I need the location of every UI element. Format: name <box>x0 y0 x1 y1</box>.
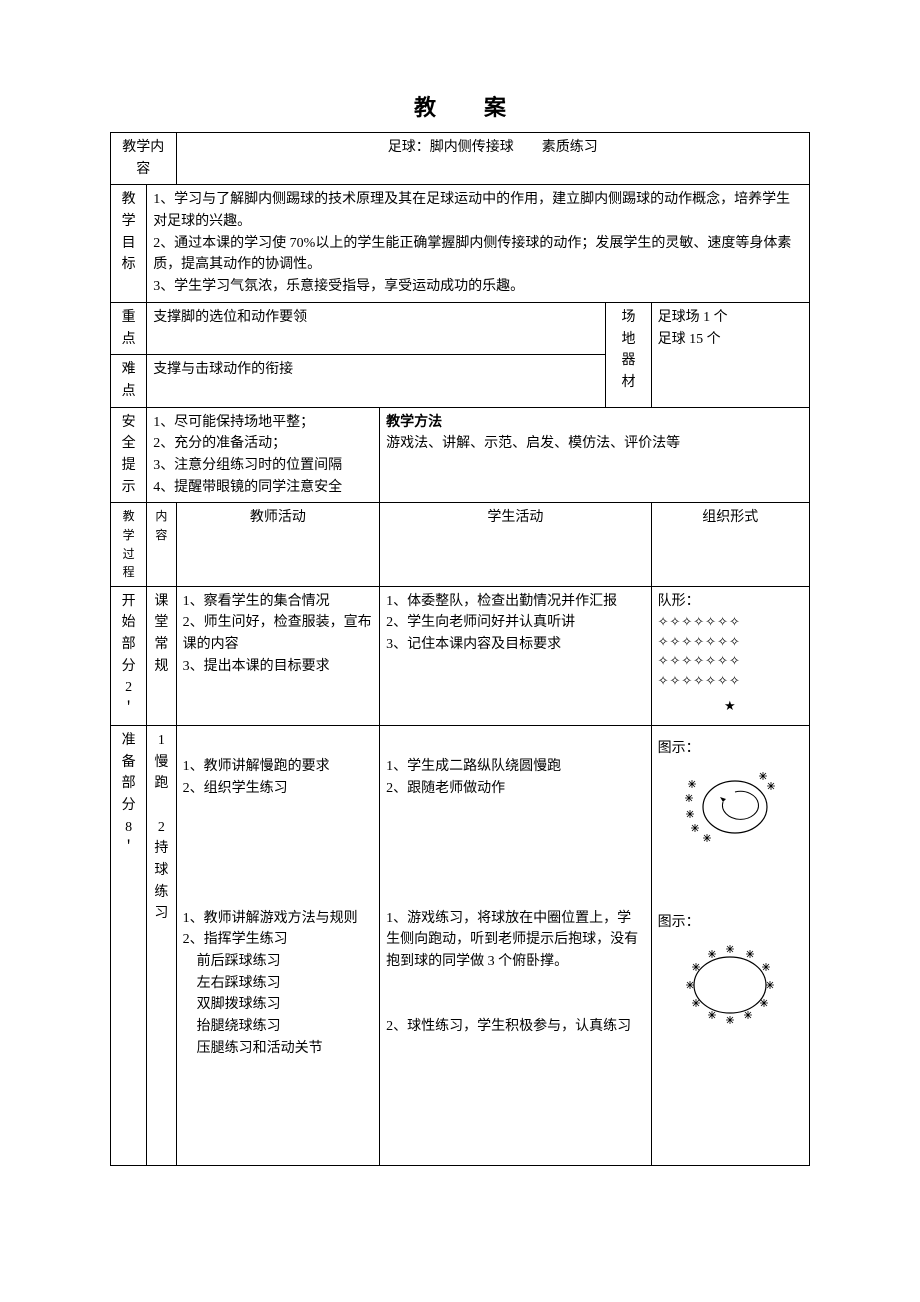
formation-teacher-star: ★ <box>658 696 803 716</box>
proc-h3: 教师活动 <box>176 503 380 586</box>
venue-label: 场地器材 <box>606 302 651 407</box>
page-title: 教案 <box>110 90 810 122</box>
method-text: 游戏法、讲解、示范、启发、模仿法、评价法等 <box>386 433 803 455</box>
phase2-student: 1、学生成二路纵队绕圆慢跑 2、跟随老师做动作 1、游戏练习，将球放在中圈位置上… <box>380 725 651 1165</box>
content-value: 足球：脚内侧传接球 素质练习 <box>176 133 809 185</box>
phase2-diagram-cell: 图示： 图示： <box>651 725 809 1165</box>
proc-h2: 内容 <box>147 503 176 586</box>
phase2-stage: 准备部分8＇ <box>111 725 147 1165</box>
goals-label: 教学目标 <box>111 185 147 302</box>
formation-row: ✧✧✧✧✧✧✧ <box>658 671 803 691</box>
phase2-content: 1慢跑 2持球练习 <box>147 725 176 1165</box>
keypoint-label: 重点 <box>111 302 147 354</box>
phase1-student: 1、体委整队，检查出勤情况并作汇报 2、学生向老师问好并认真听讲 3、记住本课内… <box>380 586 651 725</box>
formation-row: ✧✧✧✧✧✧✧ <box>658 612 803 632</box>
formation-label: 队形： <box>658 591 803 613</box>
diagram-label: 图示： <box>658 912 803 934</box>
lesson-plan-table: 教学内容 足球：脚内侧传接球 素质练习 教学目标 1、学习与了解脚内侧踢球的技术… <box>110 132 810 1166</box>
goals-text: 1、学习与了解脚内侧踢球的技术原理及其在足球运动中的作用，建立脚内侧踢球的动作概… <box>147 185 810 302</box>
venue-text: 足球场 1 个 足球 15 个 <box>651 302 809 407</box>
content-label: 教学内容 <box>111 133 177 185</box>
formation-row: ✧✧✧✧✧✧✧ <box>658 632 803 652</box>
phase1-content: 课堂常规 <box>147 586 176 725</box>
safety-label: 安全提示 <box>111 407 147 503</box>
phase1-formation: 队形： ✧✧✧✧✧✧✧ ✧✧✧✧✧✧✧ ✧✧✧✧✧✧✧ ✧✧✧✧✧✧✧ ★ <box>651 586 809 725</box>
difficulty-text: 支撑与击球动作的衔接 <box>147 355 606 407</box>
circle-jog-diagram-icon <box>675 762 785 852</box>
circle-game-diagram-icon <box>670 935 790 1035</box>
proc-h1: 教学过程 <box>111 503 147 586</box>
phase2-teacher: 1、教师讲解慢跑的要求 2、组织学生练习 1、教师讲解游戏方法与规则 2、指挥学… <box>176 725 380 1165</box>
diagram-label: 图示： <box>658 738 803 760</box>
phase1-teacher: 1、察看学生的集合情况 2、师生问好，检查服装，宣布课的内容 3、提出本课的目标… <box>176 586 380 725</box>
keypoint-text: 支撑脚的选位和动作要领 <box>147 302 606 354</box>
safety-text: 1、尽可能保持场地平整； 2、充分的准备活动； 3、注意分组练习时的位置间隔 4… <box>147 407 380 503</box>
difficulty-label: 难点 <box>111 355 147 407</box>
method-label: 教学方法 <box>386 412 803 434</box>
formation-row: ✧✧✧✧✧✧✧ <box>658 651 803 671</box>
method-cell: 教学方法 游戏法、讲解、示范、启发、模仿法、评价法等 <box>380 407 810 503</box>
proc-h5: 组织形式 <box>651 503 809 586</box>
proc-h4: 学生活动 <box>380 503 651 586</box>
phase1-stage: 开始部分2＇ <box>111 586 147 725</box>
